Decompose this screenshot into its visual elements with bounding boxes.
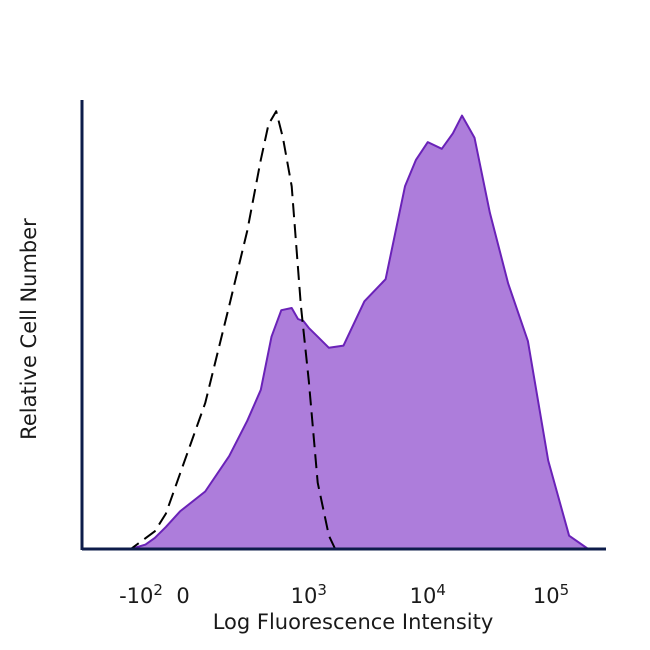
x-tick-label: 105 <box>533 581 569 608</box>
control-histogram-dashed-line <box>105 110 344 550</box>
x-tick-label: -102 <box>119 581 163 608</box>
plot-area <box>104 110 590 550</box>
x-tick-labels: -102 0 103 104 105 <box>119 581 569 608</box>
y-axis-title: Relative Cell Number <box>17 218 41 440</box>
stained-histogram-area <box>104 114 590 550</box>
x-axis-title: Log Fluorescence Intensity <box>213 610 494 634</box>
x-tick-label: 0 <box>176 584 189 608</box>
x-tick-label: 104 <box>410 581 446 608</box>
x-tick-label: 103 <box>291 581 327 608</box>
